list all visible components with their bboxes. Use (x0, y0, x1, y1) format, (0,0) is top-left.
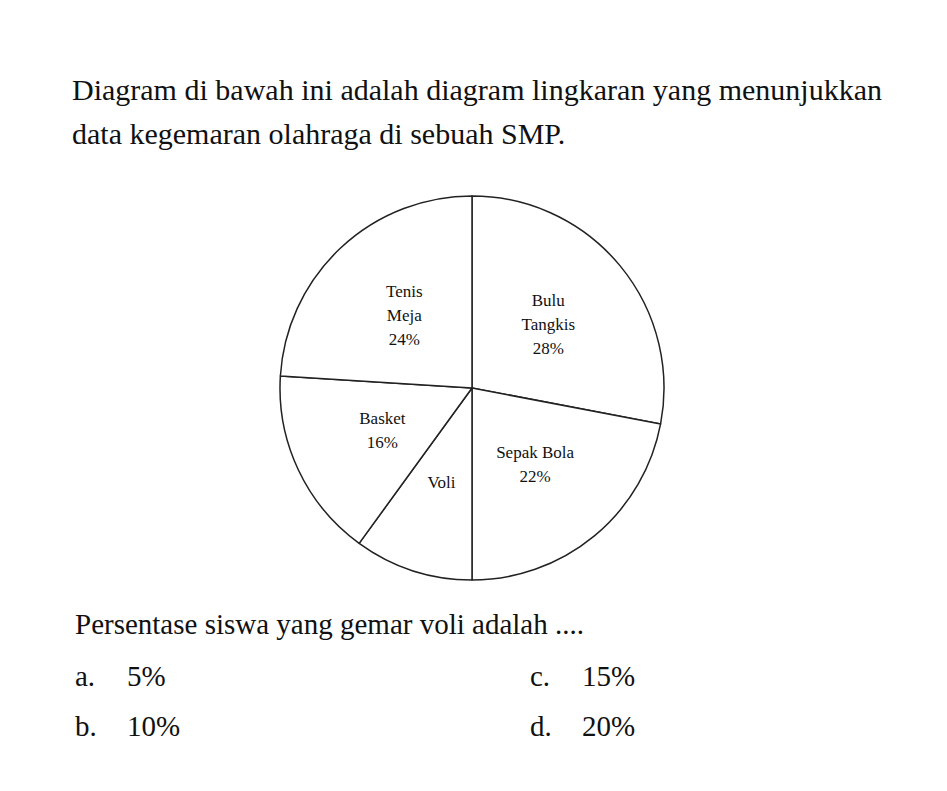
svg-text:Tenis: Tenis (386, 282, 423, 301)
html-text:Diagram di bawah ini adalah di: Diagram di bawah ini adalah diagram ling… (72, 73, 882, 150)
svg-text:16%: 16% (367, 433, 398, 452)
html-text:5%: 5% (127, 660, 166, 692)
svg-text:Basket: Basket (359, 409, 406, 428)
html-text:c.: c. (530, 660, 551, 692)
svg-text:Voli: Voli (427, 473, 455, 492)
svg-text:22%: 22% (520, 467, 551, 486)
svg-text:24%: 24% (389, 330, 420, 349)
html-text:10%: 10% (127, 710, 181, 742)
html-text:20%: 20% (582, 710, 636, 742)
html-text:b.: b. (75, 710, 97, 742)
html-text:Persentase siswa yang gemar vo: Persentase siswa yang gemar voli adalah … (75, 608, 584, 640)
svg-text:Meja: Meja (387, 306, 422, 325)
svg-text:Tangkis: Tangkis (521, 315, 575, 334)
html-text:15%: 15% (582, 660, 636, 692)
html-text:d.: d. (530, 710, 552, 742)
svg-text:Bulu: Bulu (532, 291, 566, 310)
html-text:a.: a. (75, 660, 96, 692)
svg-text:28%: 28% (533, 339, 564, 358)
svg-text:Sepak Bola: Sepak Bola (496, 443, 574, 462)
